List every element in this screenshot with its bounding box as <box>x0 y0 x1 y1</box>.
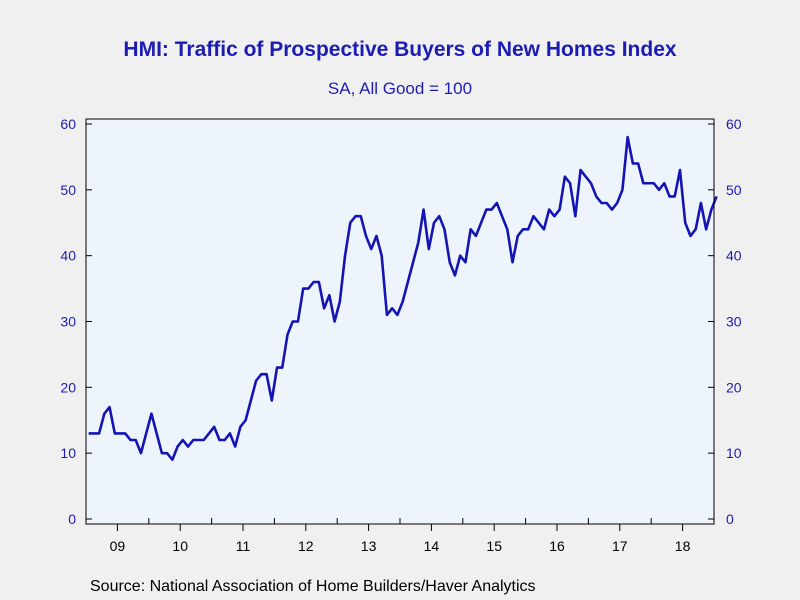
x-axis: 09 10 11 12 13 14 15 16 17 18 <box>85 518 715 554</box>
x-tick-label: 12 <box>298 538 314 554</box>
plot-frame <box>85 118 715 525</box>
y-tick-label-right: 10 <box>726 445 742 461</box>
y-axis-right: 0 10 20 30 40 50 60 <box>708 116 742 527</box>
x-tick-label: 18 <box>675 538 691 554</box>
chart-subtitle: SA, All Good = 100 <box>327 79 473 98</box>
y-tick-label-right: 60 <box>726 116 742 132</box>
x-tick-label: 10 <box>172 538 188 554</box>
x-tick-label: 15 <box>486 538 502 554</box>
y-tick-label-left: 50 <box>60 182 76 198</box>
x-tick-label: 13 <box>361 538 377 554</box>
series-line <box>88 135 718 462</box>
y-tick-label-left: 60 <box>60 116 76 132</box>
x-tick-label: 17 <box>612 538 628 554</box>
x-tick-label: 09 <box>110 538 126 554</box>
y-tick-label-left: 40 <box>60 248 76 264</box>
plot-area <box>86 119 714 524</box>
source-note: Source: National Association of Home Bui… <box>90 578 536 595</box>
y-tick-label-left: 20 <box>60 379 76 395</box>
x-tick-label: 14 <box>424 538 440 554</box>
chart-title: HMI: Traffic of Prospective Buyers of Ne… <box>123 38 677 61</box>
y-axis-left: 0 10 20 30 40 50 60 <box>60 116 92 527</box>
y-tick-label-left: 0 <box>68 511 76 527</box>
y-tick-label-right: 20 <box>726 379 742 395</box>
y-tick-label-right: 50 <box>726 182 742 198</box>
y-tick-label-right: 40 <box>726 248 742 264</box>
y-tick-label-left: 30 <box>60 314 76 330</box>
y-tick-label-right: 0 <box>726 511 734 527</box>
x-tick-label: 11 <box>236 538 251 554</box>
y-tick-label-left: 10 <box>60 445 76 461</box>
x-tick-label: 16 <box>549 538 565 554</box>
y-tick-label-right: 30 <box>726 314 742 330</box>
